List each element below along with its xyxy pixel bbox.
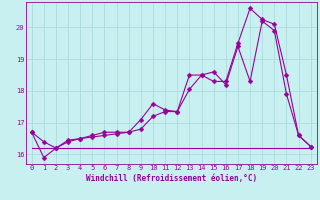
X-axis label: Windchill (Refroidissement éolien,°C): Windchill (Refroidissement éolien,°C): [86, 174, 257, 183]
